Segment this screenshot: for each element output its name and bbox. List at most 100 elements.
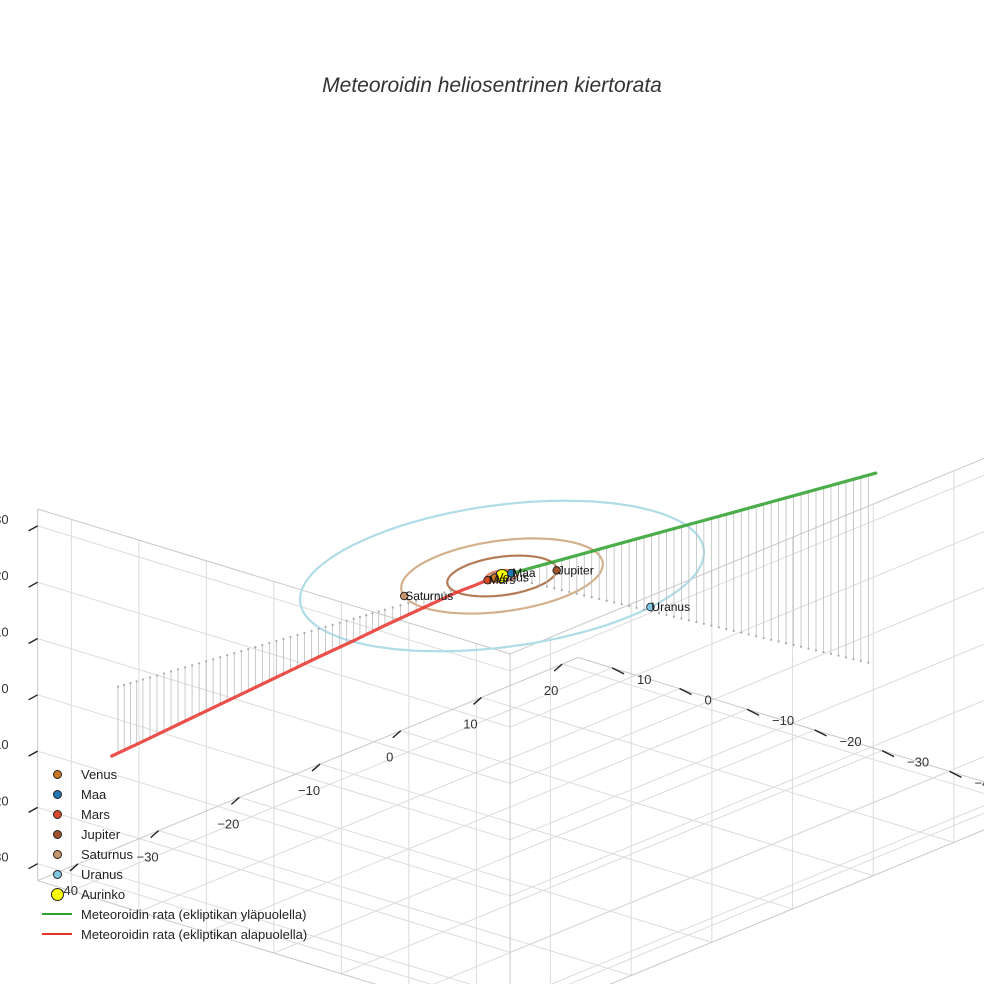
chart-title: Meteoroidin heliosentrinen kiertorata [322,74,662,97]
drop-line-foot [303,631,306,635]
planet-label-mars: Mars [489,573,516,587]
back-wall-grid-line-z [509,587,984,784]
planet-label-uranus: Uranus [651,600,690,614]
drop-line-foot [538,583,541,586]
y-tick-mark [150,830,160,839]
drop-line-foot [613,601,616,604]
drop-line-foot [135,680,138,683]
drop-line-foot [310,629,313,633]
z-tick-mark [28,525,38,532]
drop-line-foot [219,656,222,659]
drop-line-foot [191,664,194,667]
drop-line-foot [635,606,638,609]
drop-line-foot [240,650,243,653]
drop-line-foot [627,604,631,608]
drop-line-foot [247,648,250,651]
x-tick-label: −40 [975,775,984,790]
x-tick-mark [746,708,760,716]
x-tick-label: 0 [705,693,712,708]
z-tick-mark [28,863,38,870]
drop-line-foot [799,645,803,648]
drop-line-foot [169,670,173,673]
z-tick-label: 30 [0,512,9,527]
drop-line-foot [859,659,862,663]
planet-marker-maa [507,568,516,578]
drop-line-foot [553,587,556,590]
drop-line-foot [352,617,355,620]
drop-line-foot [784,642,788,645]
legend-symbol [40,904,74,924]
floor-grid-line-y [481,696,955,843]
legend-symbol [40,804,74,824]
drop-line-foot [814,649,818,652]
drop-line-foot [399,604,402,607]
drop-line-foot [605,599,608,602]
back-wall-grid-line-z [509,699,984,897]
drop-line-foot [725,628,728,631]
x-tick-mark [814,729,827,737]
z-tick-mark [28,637,38,645]
drop-line-foot [289,635,292,639]
drop-line-foot [568,590,571,594]
floor-grid-line-y [400,730,874,877]
drop-line-foot [407,601,410,605]
drop-line-foot [642,608,646,611]
drop-line-foot [233,652,236,655]
drop-line-foot [443,591,446,594]
drop-line-foot [710,624,713,627]
drop-line-foot [116,685,120,688]
legend-label: Venus [81,766,118,782]
planet-marker-uranus [646,602,655,612]
x-tick-label: −30 [907,755,929,770]
drop-line-foot [687,619,691,622]
legend-label: Mars [81,806,110,822]
legend-marker [42,913,72,915]
legend-item: Jupiter [40,824,307,844]
planet-marker-mars [483,575,492,585]
drop-line-foot [383,608,387,611]
drop-line-foot [747,633,750,636]
drop-line-foot [740,631,743,634]
legend-item: Mars [40,804,307,824]
drop-line-foot [852,658,855,661]
drop-line-foot [317,627,320,630]
legend-symbol [40,924,74,944]
drop-line-foot [822,651,825,654]
z-tick-label: 0 [1,681,8,696]
drop-line-foot [732,629,735,632]
pane-edge [37,880,377,984]
drop-line-foot [141,678,145,681]
drop-line-foot [590,596,593,599]
y-tick-mark [69,863,79,872]
drop-line-foot [345,619,348,622]
planet-marker-saturnus [399,591,409,601]
back-wall-grid-line-z [509,643,984,841]
pane-edge [37,657,579,882]
side-wall-grid-line-z [37,806,511,953]
z-tick-mark [28,750,38,757]
drop-line-foot [777,640,780,643]
z-tick-label: −10 [0,737,9,752]
drop-line-foot [560,589,563,592]
back-wall-grid-line-z [509,474,984,672]
drop-line-foot [449,589,452,592]
drop-line-foot [391,606,394,609]
y-tick-label: −30 [137,850,159,865]
back-wall-grid-line-z [568,812,984,984]
legend-label: Meteoroidin rata (ekliptikan alapuolella… [81,926,308,942]
drop-line-foot [515,578,519,581]
z-tick-mark [28,581,38,588]
z-tick-label: −20 [0,793,9,808]
drop-line-foot [657,612,661,615]
drop-line-foot [672,615,676,618]
floor-grid-line-x [550,805,984,984]
drop-line-foot [545,585,548,588]
drop-line-foot [755,635,758,638]
floor-grid-line-y [239,796,712,943]
drop-line-foot [226,654,229,657]
drop-line-foot [123,683,126,687]
drop-line-foot [324,625,327,628]
drop-line-foot [162,672,166,675]
drop-line-foot [695,620,698,624]
pane-edge [509,457,984,655]
